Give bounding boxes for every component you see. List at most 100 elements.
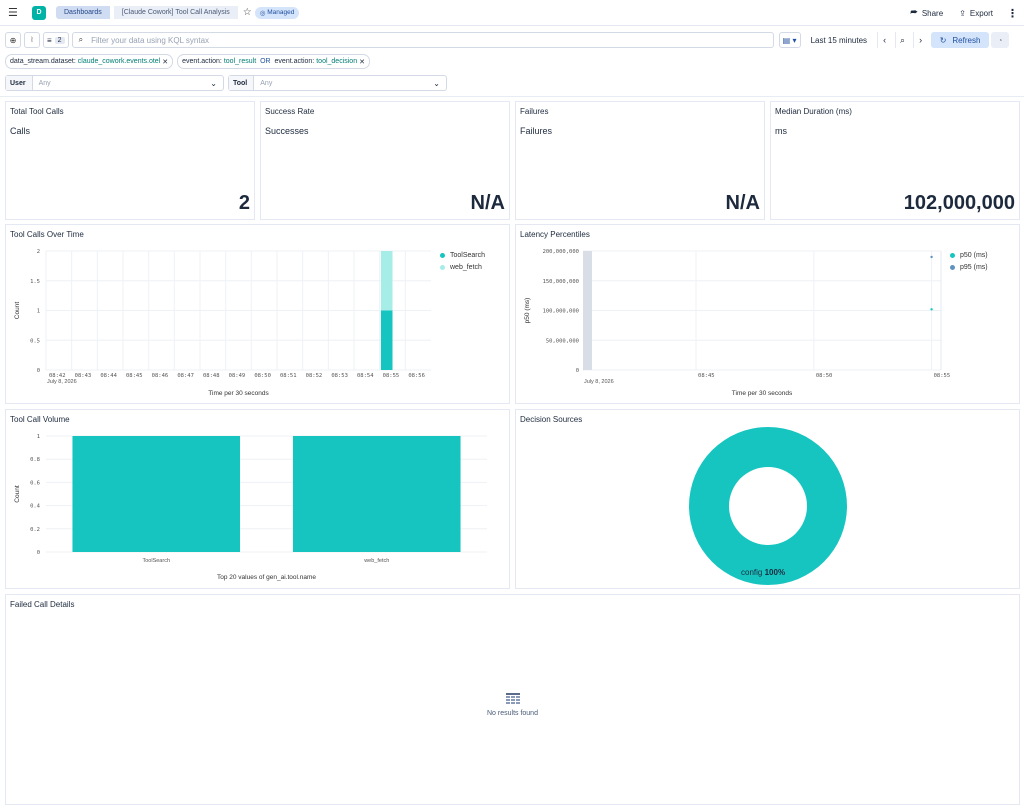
metric-value: 2 (238, 192, 250, 214)
bar-ToolSearch (380, 310, 393, 370)
filter-value-2: tool_decision (316, 58, 358, 65)
legend-item[interactable]: p50 (ms) (950, 252, 988, 259)
filter-toggle-button[interactable]: ≡ 2 (43, 32, 69, 48)
y-tick-label: 50,000,000 (546, 338, 579, 344)
latency-chart[interactable]: 0 50,000,000 100,000,000 150,000,000 200,000… (516, 225, 1021, 405)
panel-failed-calls: Failed Call Details No results found (5, 594, 1020, 805)
filter-field: event.action: (182, 58, 222, 65)
y-axis-label: Count (14, 485, 21, 503)
metric-value: N/A (725, 192, 760, 214)
metric-subtitle: ms (775, 126, 787, 136)
metric-panel-failures: Failures Failures N/A (515, 101, 765, 220)
user-control[interactable]: User Any ⌄ (5, 75, 224, 91)
y-axis-label: p50 (ms) (524, 298, 531, 324)
managed-badge: ◎ Managed (254, 6, 300, 19)
control-label: User (6, 76, 33, 90)
legend-item[interactable]: ToolSearch (440, 252, 485, 259)
next-range-icon[interactable]: › (913, 32, 927, 48)
bar-web_fetch (292, 436, 461, 552)
metric-panel-median: Median Duration (ms) ms 102,000,000 (770, 101, 1020, 220)
filter-value: claude_cowork.events.otel (77, 58, 161, 65)
x-tick-label: 08:44 (100, 373, 117, 379)
control-value: Any (260, 79, 273, 87)
query-menu-icon[interactable]: ⊕ (5, 32, 21, 48)
x-tick-label: web_fetch (363, 558, 389, 564)
y-tick-label: 150,000,000 (543, 279, 579, 285)
tool-control[interactable]: Tool Any ⌄ (228, 75, 447, 91)
point-p50 (ms) (930, 308, 933, 311)
x-tick-label: 08:45 (698, 373, 715, 379)
legend-swatch (950, 265, 955, 270)
y-axis-label: Count (14, 302, 21, 320)
refresh-icon: ↻ (939, 35, 947, 45)
share-label: Share (921, 8, 944, 18)
y-tick-label: 0.5 (30, 338, 40, 344)
panel-title: Decision Sources (520, 415, 583, 424)
metric-subtitle: Successes (265, 126, 309, 136)
filter-field: data_stream.dataset: (10, 58, 76, 65)
app-logo-icon[interactable]: D (32, 5, 46, 20)
panel-title: Tool Call Volume (10, 415, 70, 424)
panel-title: Failures (520, 107, 549, 116)
calls-over-time-chart[interactable]: 0 0.5 1 1.5 2 08:42 08:43 08:44 08:45 08:46 08:47 0… (6, 225, 511, 405)
x-axis-label: Time per 30 seconds (208, 390, 269, 397)
donut-label: config 100% (741, 568, 785, 577)
point-p95 (ms) (930, 255, 933, 259)
favorite-star-icon[interactable]: ☆ (242, 7, 252, 18)
x-tick-label: 08:52 (306, 373, 323, 379)
search-icon: ⌕ (78, 35, 84, 44)
x-tick-label: 08:50 (254, 373, 271, 379)
bar-ToolSearch (72, 436, 241, 552)
y-tick-label: 100,000,000 (543, 309, 579, 315)
legend-item[interactable]: web_fetch (440, 264, 485, 271)
chart-legend: p50 (ms) p95 (ms) (950, 252, 988, 276)
time-range-label[interactable]: Last 15 minutes (810, 35, 868, 45)
panel-volume: Tool Call Volume 0 0.2 0.4 0.6 0.8 1 ToolSearc… (5, 409, 510, 589)
decision-donut-chart[interactable] (516, 410, 1021, 590)
panel-calls-over-time: Tool Calls Over Time 0 0.5 1 1.5 2 08:42 08:43… (5, 224, 510, 404)
export-label: Export (969, 8, 993, 18)
dashboard-controls: User Any ⌄ Tool Any ⌄ (5, 75, 447, 91)
y-tick-label: 1.5 (30, 279, 40, 285)
legend-label: p95 (ms) (960, 264, 988, 271)
more-options-icon[interactable]: ⋮ (1007, 7, 1018, 20)
export-button[interactable]: ⇪ Export (959, 9, 993, 18)
menu-icon[interactable]: ☰ (8, 7, 18, 19)
metric-panel-total: Total Tool Calls Calls 2 (5, 101, 255, 220)
remove-filter-icon[interactable]: ✕ (162, 58, 169, 66)
prev-range-icon[interactable]: ‹ (877, 32, 891, 48)
x-tick-label: 08:42 (49, 373, 66, 379)
x-tick-label: 08:49 (229, 373, 246, 379)
saved-query-icon[interactable]: ⧘ (24, 32, 40, 48)
table-icon (505, 693, 520, 704)
filter-icon: ≡ (47, 35, 52, 45)
auto-refresh-icon[interactable]: ◔ (991, 32, 1010, 48)
volume-chart[interactable]: 0 0.2 0.4 0.6 0.8 1 ToolSearch web_fetch Top 20 … (6, 410, 511, 590)
x-tick-label: 08:46 (152, 373, 169, 379)
y-tick-label: 0 (37, 368, 40, 374)
filter-pill-action[interactable]: event.action: tool_result OR event.actio… (177, 54, 370, 69)
legend-label: p50 (ms) (960, 252, 988, 259)
query-bar: ⊕ ⧘ ≡ 2 ⌕ Filter your data using KQL syn… (5, 31, 1020, 49)
filter-pill-dataset[interactable]: data_stream.dataset: claude_cowork.event… (5, 54, 174, 69)
refresh-button[interactable]: ↻ Refresh (931, 32, 990, 48)
empty-state: No results found (6, 693, 1019, 717)
zoom-out-icon[interactable]: ⌕ (895, 32, 909, 48)
kql-search-input[interactable]: ⌕ Filter your data using KQL syntax (71, 32, 774, 48)
panel-title: Latency Percentiles (520, 230, 590, 239)
share-button[interactable]: ⮫ Share (910, 8, 943, 18)
calendar-icon[interactable]: ▤ ▾ (778, 32, 801, 48)
shaded-region (583, 251, 592, 370)
x-tick-label: ToolSearch (142, 558, 170, 564)
filter-pills: data_stream.dataset: claude_cowork.event… (5, 54, 370, 69)
y-tick-label: 0.4 (30, 504, 41, 510)
panel-title: Tool Calls Over Time (10, 230, 84, 239)
remove-filter-icon[interactable]: ✕ (359, 58, 365, 66)
top-header: ☰ D Dashboards [Claude Cowork] Tool Call… (0, 0, 1024, 26)
control-value: Any (38, 79, 51, 87)
panel-decision: Decision Sources config 100% (515, 409, 1020, 589)
panel-latency: Latency Percentiles 0 50,000,000 100,000,0… (515, 224, 1020, 404)
date-label: July 8, 2026 (584, 379, 614, 385)
legend-item[interactable]: p95 (ms) (950, 264, 988, 271)
breadcrumb-dashboards[interactable]: Dashboards (56, 6, 110, 19)
